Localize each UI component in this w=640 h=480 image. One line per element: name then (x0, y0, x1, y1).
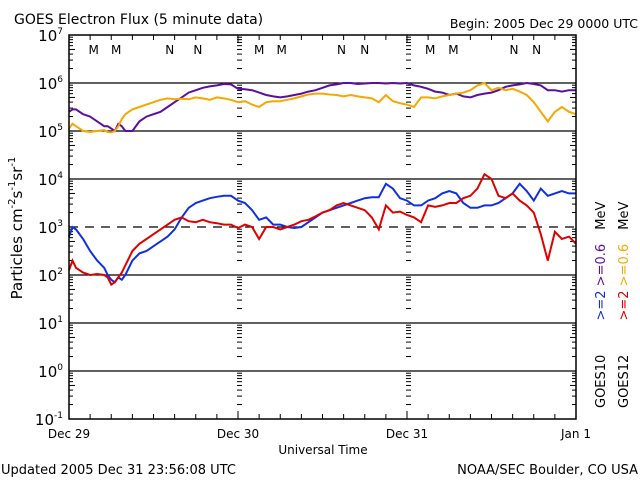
x-tick-labels: Dec 29 Dec 30 Dec 31 Jan 1 (48, 427, 591, 441)
y-label-base: Particles cm (8, 208, 26, 299)
plot-frame (68, 34, 577, 420)
legend-goes10-label: GOES10 (594, 355, 609, 408)
legend-goes12-06mev: >=0.6 (617, 244, 632, 286)
legend-goes10-mev: MeV (594, 202, 609, 230)
y-tick-base: 10 (38, 315, 57, 333)
x-axis-label: Universal Time (278, 443, 367, 457)
y-label-exp3: -1 (7, 157, 18, 167)
mn-marker: M (448, 43, 458, 57)
mn-marker: N (532, 43, 541, 57)
legend-goes12-2mev: >=2 (617, 290, 632, 320)
x-tick-label: Dec 31 (386, 427, 428, 441)
series-line (68, 172, 577, 287)
legend-goes12-label: GOES12 (617, 355, 632, 408)
series-line (68, 81, 577, 134)
y-tick-base: 10 (38, 219, 57, 237)
mn-marker: N (337, 43, 346, 57)
y-tick-label: 10-1 (35, 411, 63, 429)
x-tick-label: Jan 1 (560, 427, 591, 441)
y-tick-exp: -1 (54, 411, 63, 421)
mn-marker: N (510, 43, 519, 57)
mn-marker: M (425, 43, 435, 57)
mn-marker: M (276, 43, 286, 57)
y-tick-label: 103 (38, 219, 63, 237)
y-tick-base: 10 (38, 363, 57, 381)
legend-goes10-2mev: >=2 (594, 290, 609, 320)
y-label-sr: sr (8, 166, 26, 181)
y-tick-exp: 1 (57, 315, 63, 325)
mn-marker: N (193, 43, 202, 57)
legend-goes12-mev: MeV (617, 202, 632, 230)
grid-lines (69, 82, 576, 372)
legend-goes10-06mev: >=0.6 (594, 244, 609, 286)
mn-marker: M (88, 43, 98, 57)
legend-space (617, 351, 632, 355)
mn-marker: M (254, 43, 264, 57)
y-tick-label: 100 (38, 363, 63, 381)
credit-label: NOAA/SEC Boulder, CO USA (457, 463, 638, 478)
y-tick-base: 10 (38, 27, 57, 45)
y-tick-base: 10 (35, 411, 54, 429)
legend-space (594, 351, 609, 355)
legend-column-goes10: GOES10 >=2 >=0.6 MeV (594, 202, 609, 408)
y-axis-label: Particles cm-2s-1sr-1 (7, 157, 26, 300)
series-line (68, 182, 576, 284)
x-tick-label: Dec 30 (217, 427, 259, 441)
y-tick-base: 10 (38, 267, 57, 285)
begin-label: Begin: 2005 Dec 29 0000 UTC (450, 16, 638, 31)
legend-column-goes12: GOES12 >=2 >=0.6 MeV (617, 202, 632, 408)
y-tick-base: 10 (38, 123, 57, 141)
y-tick-exp: 6 (57, 75, 63, 85)
y-tick-base: 10 (38, 171, 57, 189)
y-tick-exp: 3 (57, 219, 63, 229)
series-lines (68, 81, 577, 287)
y-tick-label: 107 (38, 27, 63, 45)
mn-marker: N (360, 43, 369, 57)
y-tick-label: 102 (38, 267, 63, 285)
y-label-s: s (8, 190, 26, 198)
y-tick-base: 10 (38, 75, 57, 93)
x-tick-label: Dec 29 (48, 427, 90, 441)
y-tick-exp: 7 (57, 27, 63, 37)
mn-marker: M (111, 43, 121, 57)
y-tick-exp: 4 (57, 171, 63, 181)
y-label-exp1: -2 (7, 198, 18, 208)
y-tick-label: 106 (38, 75, 63, 93)
series-line (68, 81, 576, 133)
mn-marker: N (165, 43, 174, 57)
y-label-exp2: -1 (7, 181, 18, 191)
y-tick-label: 104 (38, 171, 63, 189)
legend: GOES10 >=2 >=0.6 MeV GOES12 >=2 >=0.6 Me… (594, 202, 632, 408)
y-tick-exp: 0 (57, 363, 63, 373)
y-tick-exp: 5 (57, 123, 63, 133)
y-tick-label: 101 (38, 315, 63, 333)
y-tick-exp: 2 (57, 267, 63, 277)
legend-space (594, 240, 609, 244)
chart-title: GOES Electron Flux (5 minute data) (14, 12, 263, 28)
y-tick-label: 105 (38, 123, 63, 141)
legend-space (617, 240, 632, 244)
updated-timestamp: Updated 2005 Dec 31 23:56:08 UTC (1, 463, 236, 478)
